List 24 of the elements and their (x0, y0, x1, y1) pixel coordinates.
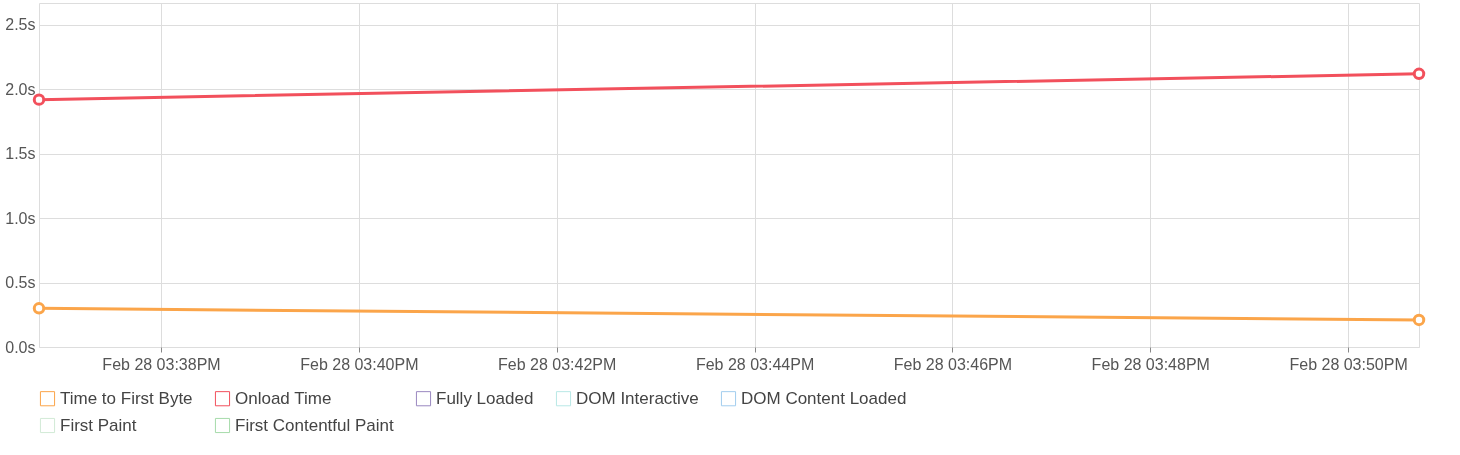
legend-label: First Paint (60, 415, 137, 435)
y-tick-label: 2.0s (5, 80, 36, 98)
legend-label: DOM Content Loaded (741, 388, 907, 408)
point (1412, 313, 1426, 327)
y-tick-label: 0.0s (5, 338, 36, 356)
x-tick-label: Feb 28 03:46PM (893, 355, 1013, 373)
legend-label: First Contentful Paint (235, 415, 395, 435)
x-tick-label: Feb 28 03:48PM (1091, 355, 1210, 373)
x-tick-label: Feb 28 03:42PM (498, 355, 617, 373)
x-tick-label: Feb 28 03:40PM (300, 355, 419, 373)
y-tick-label: 1.0s (5, 209, 36, 227)
point (1412, 67, 1426, 81)
point (32, 93, 46, 106)
x-tick-label: Feb 28 03:38PM (102, 355, 221, 373)
x-tick-label: Feb 28 03:50PM (1289, 355, 1408, 373)
legend-label: Onload Time (235, 388, 332, 408)
legend-label: Time to First Byte (60, 388, 193, 408)
point (32, 302, 46, 315)
legend-label: Fully Loaded (436, 388, 534, 408)
y-tick-label: 2.5s (5, 16, 36, 34)
y-tick-label: 0.5s (5, 274, 36, 292)
x-tick-label: Feb 28 03:44PM (695, 355, 815, 373)
y-tick-label: 1.5s (5, 145, 36, 163)
legend-label: DOM Interactive (576, 388, 699, 408)
